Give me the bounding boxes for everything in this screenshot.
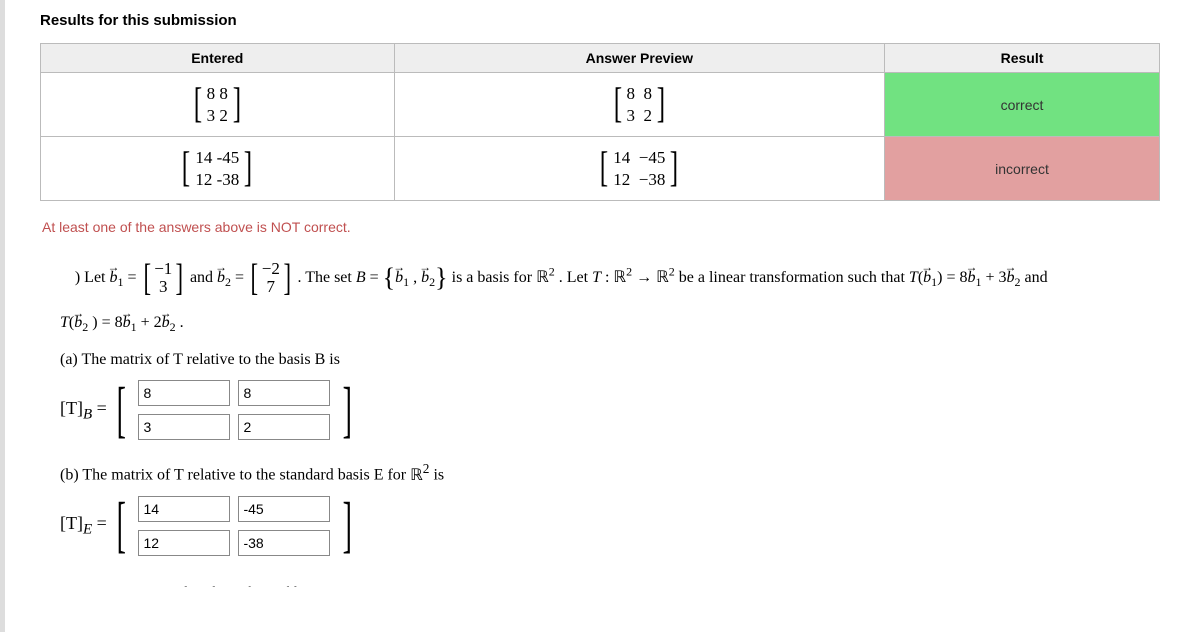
results-table: Entered Answer Preview Result [ 8 8 3 2 … [40, 43, 1160, 201]
entered-cell: [ 8 8 3 2 ] [41, 73, 395, 137]
table-row: [ 14 -45 12 -38 ] [ 14 −45 12 −38 ] [41, 137, 1160, 201]
input-a22[interactable] [238, 414, 330, 440]
preview-cell: [ 14 −45 12 −38 ] [394, 137, 884, 201]
arrow-text: be a linear transformation such that [679, 269, 909, 286]
tb1-plus: + 3 [986, 269, 1007, 286]
preview-r2: 3 2 [627, 105, 653, 126]
left-accent-bar [0, 0, 5, 632]
part-a-lhs: [T]B = [60, 398, 111, 424]
tb1-rhs: = 8 [946, 269, 967, 286]
input-b21[interactable] [138, 530, 230, 556]
preview-cell: [ 8 8 3 2 ] [394, 73, 884, 137]
result-cell-correct: correct [885, 73, 1160, 137]
col-header-result: Result [885, 44, 1160, 73]
preview-r2: 12 −38 [613, 169, 665, 190]
entered-r1: 8 8 [207, 83, 228, 104]
problem-statement: ) Let b1 = [−13] and b2 = [−27] . The se… [40, 253, 1160, 339]
input-a21[interactable] [138, 414, 230, 440]
entered-r2: 3 2 [207, 105, 228, 126]
entered-cell: [ 14 -45 12 -38 ] [41, 137, 395, 201]
results-heading: Results for this submission [40, 12, 1160, 29]
tb2-plus: + 2 [141, 314, 162, 331]
table-row: [ 8 8 3 2 ] [ 8 8 3 2 ] [41, 73, 1160, 137]
feedback-text: At least one of the answers above is NOT… [42, 219, 1160, 235]
let-t: . Let [559, 269, 592, 286]
basis-text: is a basis for [452, 269, 536, 286]
tb2-rhs: ) = 8 [92, 314, 122, 331]
period: . [180, 314, 184, 331]
b1-top: −1 [154, 260, 172, 279]
entered-r2: 12 -38 [195, 169, 239, 190]
b2-bot: 7 [267, 278, 276, 297]
input-b12[interactable] [238, 496, 330, 522]
input-b22[interactable] [238, 530, 330, 556]
note-line: Note: You can earn partial credit on thi… [40, 585, 1160, 587]
part-b-label: (b) The matrix of T relative to the stan… [40, 461, 1160, 484]
part-a-label: (a) The matrix of T relative to the basi… [40, 351, 1160, 369]
matrix-a: [ ] [111, 373, 358, 447]
b2-top: −2 [262, 260, 280, 279]
set-text: . The set [297, 269, 355, 286]
result-cell-incorrect: incorrect [885, 137, 1160, 201]
entered-r1: 14 -45 [195, 147, 239, 168]
intro-lead: ) Let [75, 269, 110, 286]
and-text: and [190, 269, 217, 286]
matrix-b: [ ] [111, 489, 358, 563]
preview-r1: 8 8 [627, 83, 653, 104]
b1-bot: 3 [159, 278, 168, 297]
and-word: and [1025, 269, 1048, 286]
part-b-lhs: [T]E = [60, 513, 111, 539]
preview-r1: 14 −45 [613, 147, 665, 168]
input-a12[interactable] [238, 380, 330, 406]
col-header-preview: Answer Preview [394, 44, 884, 73]
col-header-entered: Entered [41, 44, 395, 73]
input-a11[interactable] [138, 380, 230, 406]
input-b11[interactable] [138, 496, 230, 522]
